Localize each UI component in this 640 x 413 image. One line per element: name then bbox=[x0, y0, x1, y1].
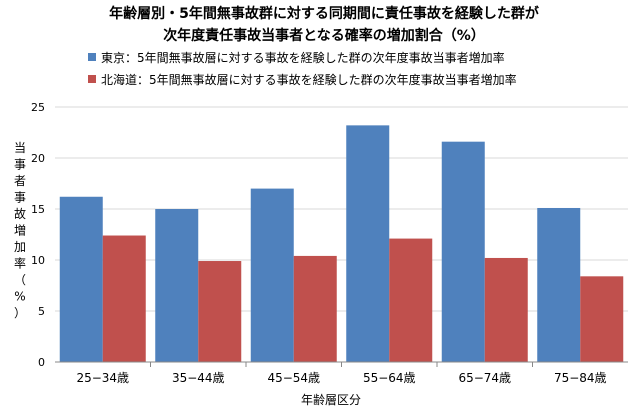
y-axis-label-char: 者 bbox=[14, 174, 26, 188]
x-axis-ticks: 25−34歳 35−44歳 45−54歳 55−64歳 65−74歳 75−84歳 bbox=[76, 362, 607, 385]
bar-series-1 bbox=[484, 257, 528, 362]
bar-series-0 bbox=[155, 209, 199, 362]
y-tick-label: 20 bbox=[31, 152, 45, 165]
y-axis-label-char: ） bbox=[14, 306, 26, 320]
bar-series-1 bbox=[198, 261, 242, 362]
y-axis-label-char: 当 bbox=[14, 141, 26, 155]
bar-series-1 bbox=[389, 238, 433, 362]
x-tick-label: 55−64歳 bbox=[363, 371, 416, 385]
y-axis-label-char: 率 bbox=[14, 256, 26, 271]
chart-title: 年齢層別・5年間無事故群に対する同期間に責任事故を経験した群が bbox=[109, 5, 540, 22]
y-tick-label: 0 bbox=[38, 356, 45, 369]
x-tick-label: 45−54歳 bbox=[267, 371, 320, 385]
y-axis-label-char: 事 bbox=[14, 158, 26, 172]
legend-swatch-series-1 bbox=[88, 75, 96, 83]
legend-label-series-0: 東京：5年間無事故層に対する事故を経験した群の次年度事故当事者増加率 bbox=[101, 50, 505, 65]
y-axis-label-char: 事 bbox=[14, 191, 26, 205]
legend-swatch-series-0 bbox=[88, 53, 96, 61]
x-tick-label: 35−44歳 bbox=[172, 371, 225, 385]
y-axis-label-char: % bbox=[14, 290, 25, 304]
bar-series-0 bbox=[537, 207, 581, 362]
bar-series-0 bbox=[59, 196, 103, 362]
bar-series-1 bbox=[102, 235, 146, 362]
y-tick-label: 5 bbox=[38, 305, 45, 318]
y-axis-ticks: 0 5 10 15 20 25 bbox=[31, 101, 45, 369]
legend-label-series-1: 北海道：5年間無事故層に対する事故を経験した群の次年度事故当事者増加率 bbox=[101, 72, 517, 87]
y-tick-label: 15 bbox=[31, 203, 45, 216]
legend: 東京：5年間無事故層に対する事故を経験した群の次年度事故当事者増加率 北海道：5… bbox=[88, 50, 517, 87]
y-tick-label: 25 bbox=[31, 101, 45, 114]
y-axis-label-char: 増 bbox=[14, 224, 26, 238]
y-axis-label-char: 故 bbox=[14, 206, 26, 221]
gridlines bbox=[55, 106, 628, 312]
y-axis-label-char: （ bbox=[14, 273, 26, 287]
x-tick-label: 75−84歳 bbox=[554, 371, 607, 385]
x-tick-label: 25−34歳 bbox=[76, 371, 129, 385]
chart-subtitle: 次年度責任事故当事者となる確率の増加割合（%） bbox=[163, 27, 485, 44]
x-axis-label: 年齢層区分 bbox=[301, 392, 361, 407]
y-tick-label: 10 bbox=[31, 254, 45, 267]
x-tick-label: 65−74歳 bbox=[458, 371, 511, 385]
bar-series-0 bbox=[346, 125, 390, 362]
y-axis-label: 当事者事故増加率（%） bbox=[14, 141, 26, 320]
y-axis-label-char: 加 bbox=[14, 240, 26, 254]
bar-series-0 bbox=[441, 141, 485, 362]
bar-series-1 bbox=[580, 276, 624, 362]
bar-series-1 bbox=[293, 255, 337, 362]
bars bbox=[59, 125, 624, 362]
bar-series-0 bbox=[250, 188, 294, 362]
